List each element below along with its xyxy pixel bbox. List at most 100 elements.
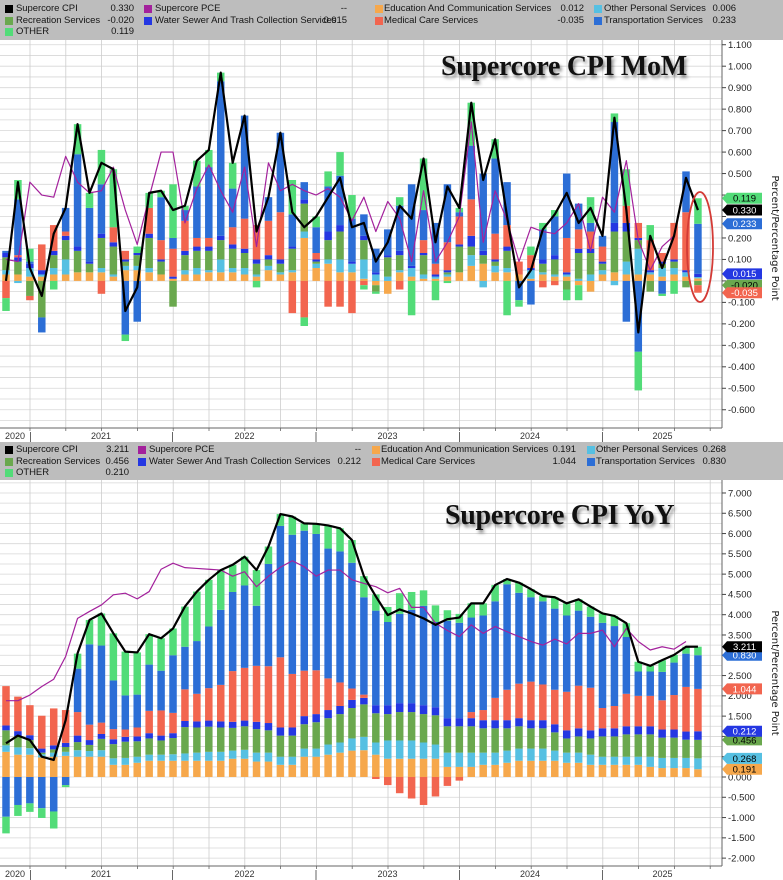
bar-stack (181, 606, 189, 777)
bar-stack (85, 192, 94, 281)
bar-stack (240, 556, 249, 777)
bar-medical-care-services (2, 686, 10, 726)
bar-recreation-services (574, 736, 583, 753)
bar-transportation-services (97, 645, 106, 723)
bar-stack (324, 525, 332, 777)
bar-transportation-services (228, 591, 237, 672)
y-tick-label: 0.600 (728, 147, 752, 158)
bar-other-personal-services (26, 268, 34, 277)
bar-education-and-communication-services (252, 276, 261, 281)
bar-other-personal-services (634, 756, 643, 765)
value-tag-label: 0.233 (733, 219, 757, 230)
bar-transportation-services (336, 551, 344, 683)
bar-other-personal-services (491, 752, 499, 765)
bar-medical-care-services (395, 776, 404, 794)
bar-medical-care-services (288, 280, 297, 314)
bar-transportation-services (586, 222, 595, 232)
bar-recreation-services (372, 285, 380, 292)
bar-water-sewer-and-trash-collection-services (97, 733, 106, 739)
bar-other-personal-services (348, 263, 356, 273)
bar-recreation-services (324, 240, 332, 260)
bar-recreation-services (157, 261, 165, 275)
x-tick-label: 2021 (91, 431, 111, 441)
bar-recreation-services (419, 714, 428, 743)
bar-other (288, 179, 297, 215)
bar-recreation-services (694, 739, 702, 759)
bar-recreation-services (455, 726, 464, 753)
bar-transportation-services (228, 188, 237, 228)
bar-education-and-communication-services (205, 760, 213, 777)
bar-water-sewer-and-trash-collection-services (264, 255, 273, 260)
legend-value: 0.210 (105, 467, 129, 479)
legend-swatch (5, 469, 13, 478)
bar-education-and-communication-services (193, 274, 201, 281)
bar-transportation-services (193, 186, 201, 238)
bar-recreation-services (586, 738, 595, 755)
bar-transportation-services (634, 280, 643, 352)
legend-swatch (5, 16, 13, 25)
bar-other (97, 149, 106, 185)
value-tag-shape (722, 204, 762, 216)
bar-water-sewer-and-trash-collection-services (407, 265, 416, 269)
legend-label: Other Personal Services (596, 444, 698, 456)
bar-transportation-services (372, 610, 380, 706)
bar-other-personal-services (276, 272, 285, 275)
bar-education-and-communication-services (324, 754, 332, 777)
bar-other (312, 216, 320, 228)
bar-other (682, 646, 690, 654)
bar-transportation-services (467, 617, 476, 713)
value-tag-label: 0.330 (733, 205, 757, 216)
value-tag-label: -0.020 (731, 281, 758, 292)
bar-water-sewer-and-trash-collection-services (610, 728, 619, 737)
bar-education-and-communication-services (288, 764, 297, 777)
bar-other (324, 525, 332, 549)
bar-water-sewer-and-trash-collection-services (49, 250, 58, 256)
bar-water-sewer-and-trash-collection-services (419, 253, 428, 256)
bar-education-and-communication-services (658, 768, 666, 777)
legend-swatch (144, 5, 152, 14)
bar-other-personal-services (372, 742, 380, 755)
bar-education-and-communication-services (646, 766, 654, 777)
bar-transportation-services (14, 199, 22, 256)
bar-medical-care-services (252, 665, 261, 722)
bar-stack (73, 653, 82, 777)
bar-other (372, 594, 380, 611)
bar-water-sewer-and-trash-collection-services (252, 721, 261, 730)
bar-transportation-services (443, 620, 452, 719)
value-tag-shape (722, 268, 762, 280)
bar-stack (73, 124, 82, 281)
bar-stack (300, 182, 308, 327)
bar-recreation-services (491, 728, 499, 753)
bar-water-sewer-and-trash-collection-services (49, 745, 58, 750)
legend-label: Recreation Services (16, 455, 101, 467)
bar-recreation-services (527, 728, 535, 749)
bar-medical-care-services (479, 710, 487, 721)
value-tag-medical-care-services: -0.035 (722, 287, 762, 299)
bar-other-personal-services (598, 270, 607, 275)
y-axis-title: Percent/Percentage Point (769, 610, 780, 735)
value-tag-label: 0.015 (733, 269, 757, 280)
bar-other (694, 198, 702, 224)
bar-medical-care-services (336, 280, 344, 307)
bar-recreation-services (467, 726, 476, 753)
bar-medical-care-services (216, 684, 225, 722)
annotation-ellipse (686, 191, 714, 303)
bar-water-sewer-and-trash-collection-services (193, 721, 201, 728)
bar-recreation-services (264, 730, 273, 753)
y-tick-label: 0.000 (728, 772, 752, 783)
bar-transportation-services (276, 525, 285, 658)
legend-value: 0.330 (110, 3, 134, 15)
bar-water-sewer-and-trash-collection-services (73, 246, 82, 251)
legend-swatch (375, 5, 383, 14)
bar-other-personal-services (181, 270, 189, 275)
bar-medical-care-services (658, 700, 666, 730)
bar-other-personal-services (73, 750, 82, 757)
bar-water-sewer-and-trash-collection-services (539, 259, 547, 264)
legend-label: Education And Communication Services (384, 3, 552, 15)
value-tag-transportation-services: 0.830 (722, 649, 762, 662)
bar-recreation-services (38, 752, 46, 755)
x-tick-label: 2020 (5, 431, 25, 441)
bar-water-sewer-and-trash-collection-services (109, 739, 118, 745)
bar-transportation-services (467, 145, 476, 200)
legend-item-supercore-cpi: Supercore CPI 3.211 (5, 444, 129, 456)
